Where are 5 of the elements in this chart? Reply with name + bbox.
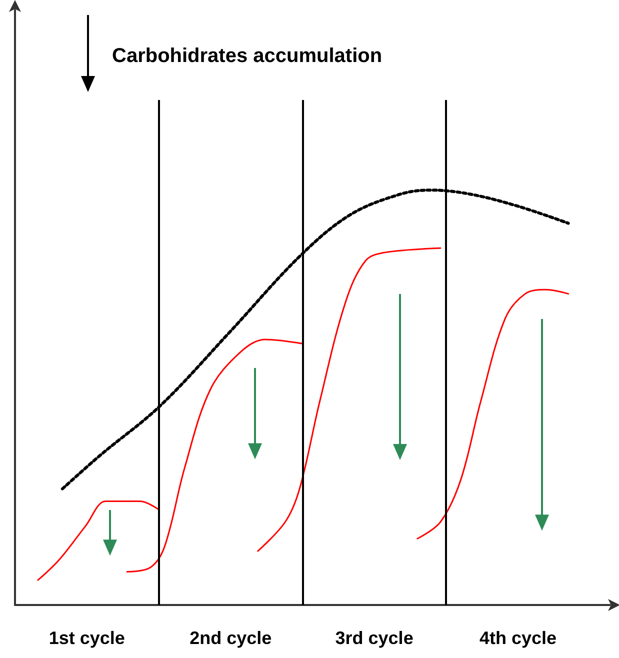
- x-tick-label: 1st cycle: [48, 628, 125, 648]
- x-tick-label: 2nd cycle: [190, 628, 272, 648]
- x-tick-label: 3rd cycle: [335, 628, 414, 648]
- text: Carbohidrates accumulation: [112, 45, 382, 68]
- x-tick-label: 4th cycle: [479, 628, 557, 648]
